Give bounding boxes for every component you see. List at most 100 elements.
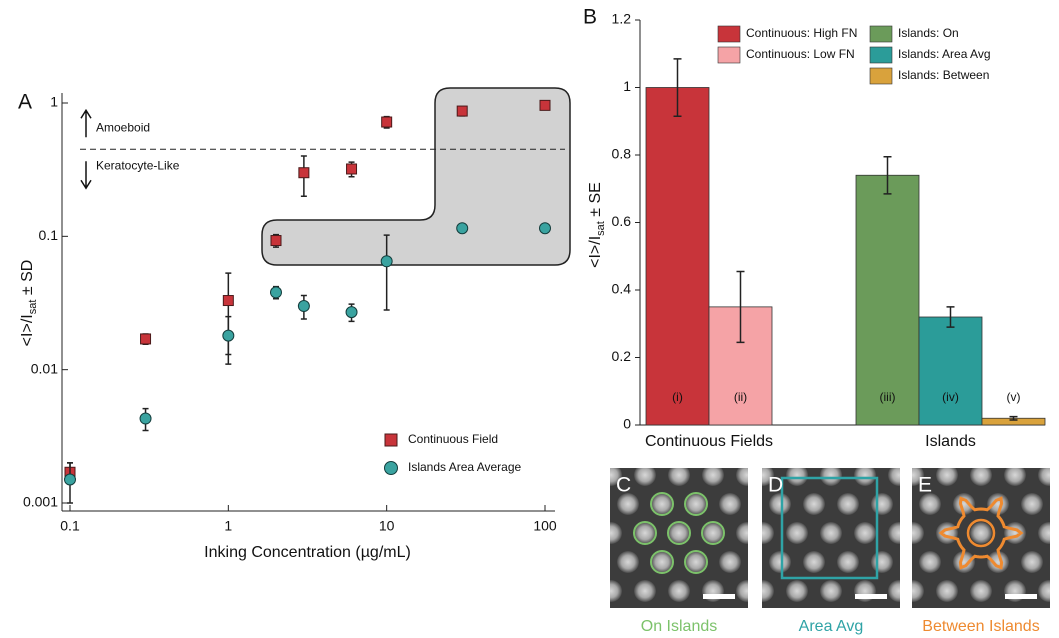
island-dot: [1055, 609, 1059, 631]
scale-bar: [1005, 594, 1037, 599]
panel-letter: C: [616, 474, 631, 497]
island-dot: [719, 551, 741, 573]
island-dot: [837, 435, 859, 457]
island-dot: [885, 435, 907, 457]
y-tick-label: 0: [623, 416, 631, 432]
island-dot: [702, 464, 724, 486]
bar-label: (ii): [734, 390, 747, 404]
bar-label: (i): [672, 390, 683, 404]
image-caption: Area Avg: [799, 618, 864, 635]
island-dot: [786, 464, 808, 486]
legend-marker: [385, 434, 397, 446]
island-dot: [1038, 522, 1059, 544]
island-dot: [787, 435, 809, 457]
x-tick-label: 100: [533, 518, 557, 534]
y-tick-label: 0.4: [612, 281, 632, 297]
island-dot: [1038, 580, 1059, 602]
island-dot: [902, 580, 924, 602]
legend-label: Islands Area Average: [408, 460, 522, 474]
island-dot: [837, 551, 859, 573]
island-dot: [888, 464, 910, 486]
x-tick-label: Islands: [925, 433, 976, 450]
island-dot: [786, 522, 808, 544]
island-dot: [752, 522, 774, 544]
island-dot: [735, 609, 757, 631]
island-dot: [888, 522, 910, 544]
island-dot: [769, 551, 791, 573]
x-tick-label: 10: [379, 518, 395, 534]
island-dot: [936, 580, 958, 602]
scale-bar: [703, 594, 735, 599]
annotation: Keratocyte-Like: [96, 158, 180, 172]
panel-letter: E: [918, 474, 932, 497]
image-caption: Between Islands: [922, 618, 1039, 635]
island-dot: [854, 522, 876, 544]
island-dot: [752, 580, 774, 602]
bar-label: (iii): [880, 390, 896, 404]
island-dot: [617, 551, 639, 573]
island-dot: [600, 522, 622, 544]
data-point: [381, 256, 392, 267]
legend-label: Continuous: Low FN: [746, 47, 855, 61]
legend-swatch: [718, 26, 740, 42]
island-dot: [786, 580, 808, 602]
bar: [646, 88, 709, 426]
island-dot: [1021, 493, 1043, 515]
arrow-down: [81, 161, 91, 188]
island-dot: [820, 522, 842, 544]
island-dot: [803, 435, 825, 457]
y-axis-title: <I>/Isat ± SD: [19, 260, 39, 347]
x-tick-label: Continuous Fields: [645, 433, 773, 450]
island-dot: [871, 435, 893, 457]
island-dot: [888, 580, 910, 602]
island-dot: [617, 609, 639, 631]
data-point: [540, 223, 551, 234]
y-tick-label: 0.6: [612, 213, 632, 229]
island-dot: [1021, 435, 1043, 457]
x-tick-label: 0.1: [60, 518, 80, 534]
y-axis-title-main: <I>/I: [587, 236, 604, 268]
bar-label: (iv): [942, 390, 959, 404]
legend-swatch: [870, 68, 892, 84]
y-axis-title-main: <I>/I: [19, 314, 36, 346]
y-tick-label: 0.8: [612, 146, 632, 162]
y-tick-label: 0.001: [23, 494, 58, 510]
figure: A B 0.0010.010.110.1110100Inking Concent…: [0, 0, 1059, 638]
annotation: Amoeboid: [96, 120, 150, 134]
legend-swatch: [718, 47, 740, 63]
island-dot: [668, 464, 690, 486]
island-dot: [820, 580, 842, 602]
y-tick-label: 1.2: [612, 11, 632, 27]
island-dot: [970, 464, 992, 486]
legend-label: Islands: Area Avg: [898, 47, 991, 61]
data-point: [540, 100, 550, 110]
island-dot: [871, 609, 893, 631]
island-dot: [583, 551, 605, 573]
island-dot: [634, 464, 656, 486]
island-dot: [919, 551, 941, 573]
y-tick-label: 0.1: [39, 227, 59, 243]
data-point: [457, 106, 467, 116]
data-point: [140, 413, 151, 424]
data-point: [346, 307, 357, 318]
island-dot: [617, 435, 639, 457]
island-dot: [1055, 551, 1059, 573]
data-point: [270, 287, 281, 298]
legend-label: Islands: On: [898, 26, 959, 40]
legend-label: Islands: Between: [898, 68, 989, 82]
x-axis-title: Inking Concentration (µg/mL): [204, 544, 411, 561]
island-dot: [736, 464, 758, 486]
data-point: [223, 296, 233, 306]
data-point: [65, 474, 76, 485]
y-axis-title-sub: sat: [595, 221, 607, 236]
panel-letter: B: [583, 6, 597, 29]
island-dot: [566, 580, 588, 602]
panel-letter: A: [18, 91, 32, 114]
island-dot: [902, 522, 924, 544]
island-dot: [970, 522, 992, 544]
island-dot: [1021, 551, 1043, 573]
island-dot: [736, 580, 758, 602]
island-dot: [769, 609, 791, 631]
bar: [856, 175, 919, 425]
data-point: [457, 223, 468, 234]
